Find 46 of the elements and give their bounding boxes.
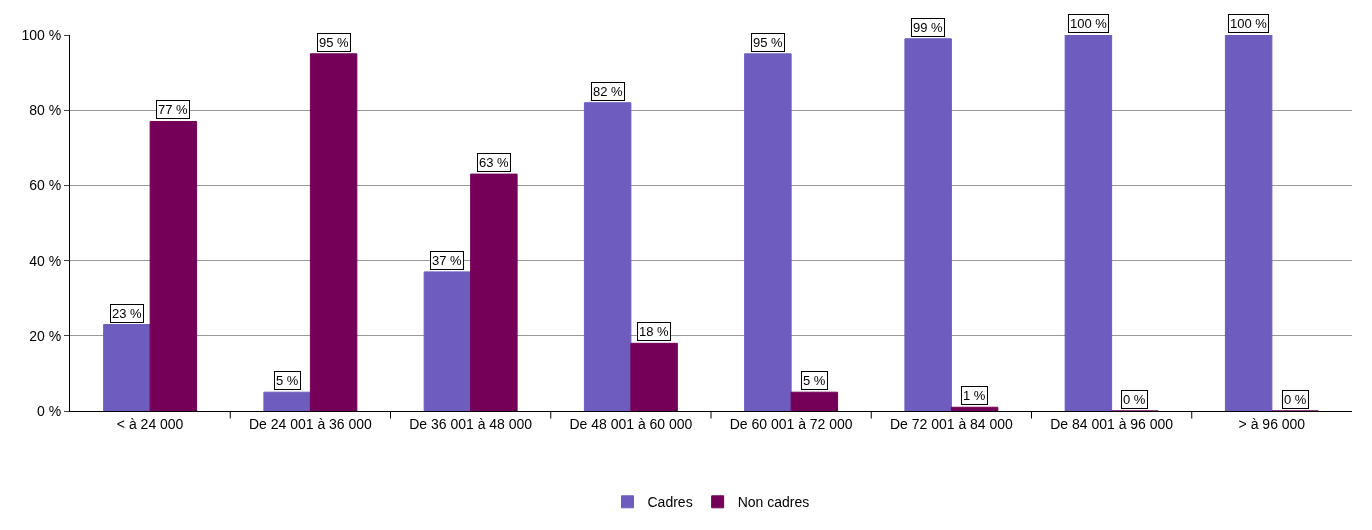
bar	[263, 391, 311, 411]
data-label: 100 %	[1070, 16, 1108, 31]
data-label: 23 %	[112, 306, 143, 321]
x-tick-label: De 84 001 à 96 000	[1050, 415, 1174, 432]
data-label: 1 %	[963, 388, 986, 403]
x-tick-label: De 24 001 à 36 000	[248, 415, 373, 432]
y-tick-label: 100 %	[21, 26, 62, 43]
bar	[309, 53, 358, 411]
y-tick-label: 20 %	[29, 327, 62, 344]
data-label: 77 %	[158, 102, 189, 117]
data-label: 18 %	[639, 324, 670, 339]
bar	[470, 173, 518, 411]
bar	[950, 406, 999, 411]
data-label: 5 %	[276, 373, 299, 388]
legend-label: Non cadres	[737, 494, 810, 511]
bar	[103, 324, 151, 411]
x-tick-label: De 72 001 à 84 000	[889, 415, 1014, 432]
bar	[1064, 35, 1113, 411]
data-label: 95 %	[753, 35, 784, 50]
bar	[630, 342, 678, 411]
y-tick-label: 0 %	[37, 402, 62, 419]
data-label: 100 %	[1230, 16, 1268, 31]
bar	[904, 38, 952, 411]
data-label: 0 %	[1123, 392, 1146, 407]
data-label: 37 %	[432, 253, 463, 268]
x-tick-label: De 48 001 à 60 000	[569, 415, 693, 432]
data-label: 5 %	[803, 373, 826, 388]
x-tick-label: > à 96 000	[1238, 415, 1306, 432]
data-label: 95 %	[319, 35, 350, 50]
legend-label: Cadres	[647, 494, 693, 511]
bar	[149, 120, 198, 411]
bar	[423, 271, 472, 411]
x-tick-label: De 36 001 à 48 000	[409, 415, 533, 432]
bar	[583, 102, 632, 411]
bar	[744, 53, 792, 411]
bar	[790, 391, 839, 411]
data-label: 82 %	[593, 84, 624, 99]
x-tick-label: De 60 001 à 72 000	[729, 415, 853, 432]
data-label: 99 %	[913, 20, 944, 35]
bar	[1224, 35, 1273, 411]
y-tick-label: 80 %	[29, 102, 62, 119]
x-tick-label: < à 24 000	[116, 415, 184, 432]
y-tick-label: 40 %	[29, 252, 62, 269]
y-tick-label: 60 %	[29, 177, 62, 194]
data-label: 63 %	[479, 155, 510, 170]
data-label: 0 %	[1284, 392, 1307, 407]
